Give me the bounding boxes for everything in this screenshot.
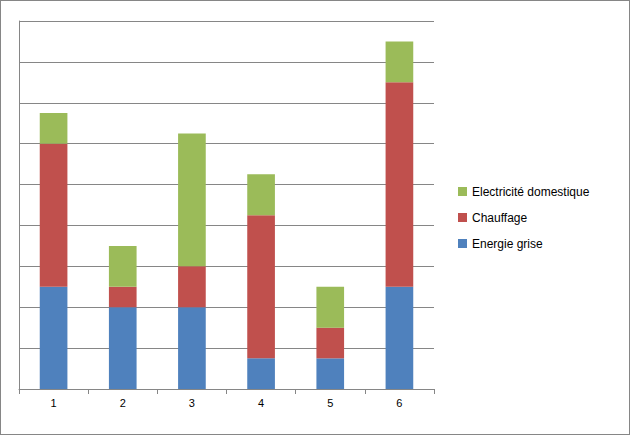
svg-text:5: 5	[327, 397, 333, 409]
svg-text:Electricité domestique: Electricité domestique	[472, 185, 590, 199]
svg-text:Chauffage: Chauffage	[472, 211, 527, 225]
svg-text:1: 1	[51, 397, 57, 409]
svg-text:2: 2	[120, 397, 126, 409]
svg-text:3: 3	[189, 397, 195, 409]
svg-text:4: 4	[258, 397, 264, 409]
svg-text:Energie grise: Energie grise	[472, 237, 543, 251]
svg-text:6: 6	[396, 397, 402, 409]
